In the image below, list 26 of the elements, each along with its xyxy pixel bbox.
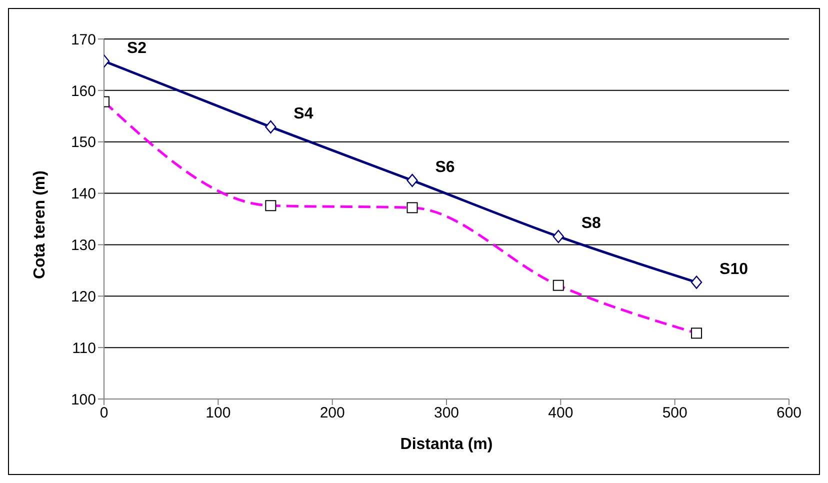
annotation: S4: [294, 106, 314, 123]
x-tick-label: 500: [662, 404, 688, 422]
annotation: S8: [581, 215, 602, 232]
y-tick-label: 110: [72, 340, 96, 357]
point: [265, 120, 276, 134]
x-tick-label: 200: [320, 404, 345, 422]
x-tick-label: 400: [548, 404, 574, 422]
x-tick-label: 600: [776, 404, 802, 422]
y-tick-label: 140: [70, 186, 96, 203]
y-axis-title: Cota teren (m): [32, 170, 49, 279]
x-tick-label: 0: [100, 404, 108, 422]
point: [690, 276, 702, 289]
x-axis-title: Distanta (m): [400, 436, 493, 453]
annotation: S6: [435, 159, 455, 176]
annotation: S10: [720, 260, 748, 278]
y-tick-label: 100: [70, 391, 96, 408]
y-tick-label: 150: [70, 134, 96, 152]
point: [406, 174, 418, 188]
y-tick-label: 120: [70, 288, 96, 306]
annotation: S2: [127, 40, 147, 57]
y-tick-label: 160: [70, 82, 96, 100]
y-tick-label: 130: [70, 237, 96, 254]
point: [552, 230, 564, 244]
x-tick-label: 300: [434, 404, 460, 422]
x-tick-label: 100: [206, 404, 231, 422]
y-tick-label: 170: [70, 31, 96, 48]
